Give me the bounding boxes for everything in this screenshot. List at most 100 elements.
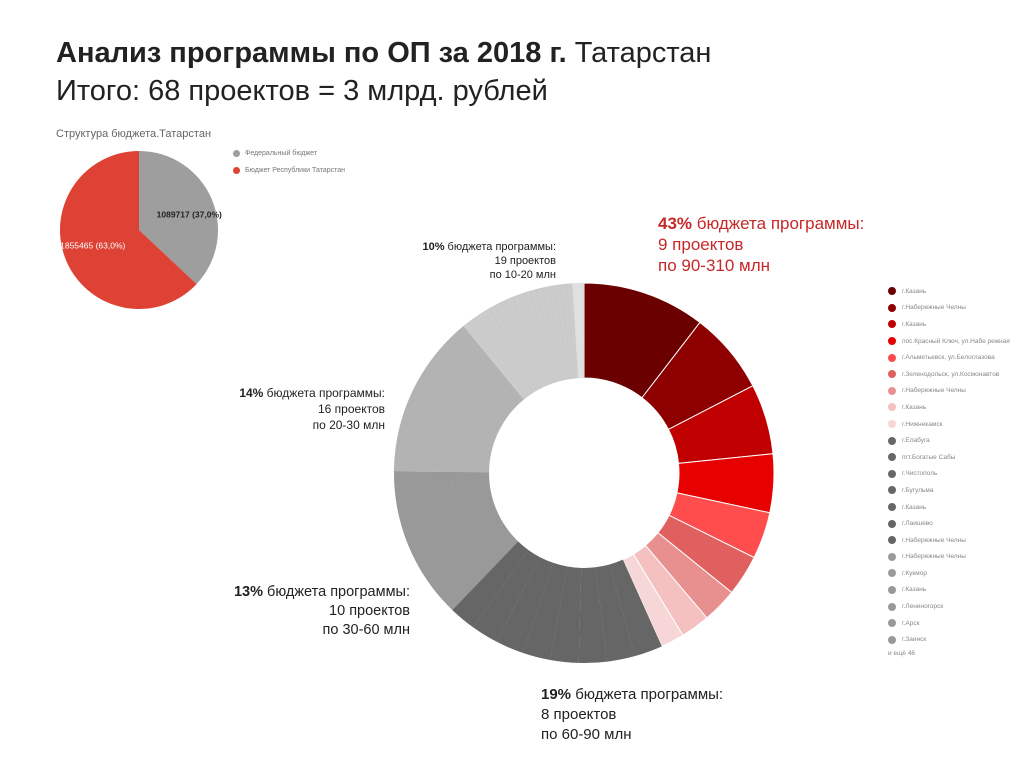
donut-slice — [535, 287, 564, 382]
legend-item: г.Елабуга — [888, 432, 1010, 449]
legend-label: г.Казань — [902, 320, 927, 328]
donut-slice — [396, 429, 492, 458]
donut-slice — [496, 556, 554, 654]
legend-dot-icon — [888, 469, 896, 478]
legend-item: г.Альметьевск, ул.Белоглазова — [888, 349, 1010, 366]
legend-item: г.Нижнекамск — [888, 416, 1010, 433]
legend-dot-icon — [888, 552, 896, 561]
legend-label: г.Кукмор — [902, 569, 927, 577]
legend-label: г.Зеленодольск, ул.Космонавтов — [902, 370, 1000, 378]
donut-slice — [553, 284, 573, 380]
legend-label: г.Казань — [902, 287, 927, 295]
legend-label: г.Альметьевск, ул.Белоглазова — [902, 354, 995, 362]
donut-slice — [407, 390, 499, 438]
donut-slice — [505, 296, 549, 387]
legend-item: г.Арск — [888, 615, 1010, 632]
legend-item: г.Зеленодольск, ул.Космонавтов — [888, 366, 1010, 383]
annotation-10: 10% бюджета программы: 19 проектов по 10-2… — [422, 241, 556, 281]
legend-item: пгт.Богатые Сабы — [888, 449, 1010, 466]
donut-slice — [523, 290, 558, 384]
legend-label: г.Чистополь — [902, 470, 938, 478]
legend-dot-icon — [888, 420, 896, 429]
donut-slice — [441, 535, 519, 611]
legend-item: г.Набережные Челны — [888, 300, 1010, 317]
legend-dot-icon — [888, 585, 896, 594]
donut-legend: г.Казань г.Набережные Челны г.Казань пос.Кр… — [888, 283, 1010, 657]
donut-slice — [403, 502, 497, 548]
legend-label: г.Набережные Челны — [902, 304, 966, 312]
donut-slice — [440, 339, 517, 411]
legend-label: г.Нижнекамск — [902, 420, 943, 428]
legend-dot-icon — [233, 150, 240, 157]
legend-item: г.Казань — [888, 316, 1010, 333]
donut-slice — [541, 286, 567, 381]
legend-dot-icon — [888, 536, 896, 545]
legend-label: г.Заинск — [902, 636, 927, 644]
legend-dot-icon — [888, 503, 896, 512]
legend-dot-icon — [888, 519, 896, 528]
donut-slice — [547, 285, 570, 381]
legend-label: г.Набережные Челны — [902, 553, 966, 561]
annotation-14: 14% бюджета программы: 16 проектов по 20-3… — [239, 386, 385, 432]
donut-slice — [478, 311, 535, 395]
pie-data-label: 1855465 (63,0%) — [60, 241, 125, 251]
donut-slice — [499, 299, 546, 389]
donut-slice — [433, 347, 513, 415]
donut-slice — [422, 523, 509, 588]
small-chart-title: Структура бюджета.Татарстан — [56, 128, 212, 140]
legend-dot-icon — [233, 167, 240, 174]
legend-item: Бюджет Республики Татарстан — [233, 167, 345, 174]
legend-dot-icon — [888, 635, 896, 644]
donut-slice — [408, 509, 501, 562]
legend-item: пос.Красный Ключ, ул.Набе режная — [888, 333, 1010, 350]
donut-slice — [522, 562, 568, 661]
legend-more[interactable]: и ещё 46 — [888, 650, 916, 658]
legend-label: г.Казань — [902, 503, 927, 511]
donut-slice — [571, 282, 585, 379]
legend-item: г.Набережные Челны — [888, 383, 1010, 400]
donut-slice — [394, 440, 491, 463]
legend-dot-icon — [888, 403, 896, 412]
legend-label: г.Казань — [902, 403, 927, 411]
legend-item: г.Набережные Челны — [888, 549, 1010, 566]
legend-item: г.Бугульма — [888, 482, 1010, 499]
legend-item: Федеральный бюджет — [233, 150, 317, 157]
legend-item: г.Лаишево — [888, 515, 1010, 532]
legend-item: г.Казань — [888, 283, 1010, 300]
donut-slice — [416, 372, 504, 428]
legend-item: г.Набережные Челны — [888, 532, 1010, 549]
legend-dot-icon — [888, 619, 896, 628]
donut-slice — [511, 294, 552, 386]
title-bold: Анализ программы по ОП за 2018 г. — [56, 37, 567, 69]
legend-dot-icon — [888, 337, 896, 346]
legend-label: Бюджет Республики Татарстан — [245, 167, 345, 174]
legend-item: г.Казань — [888, 582, 1010, 599]
donut-slice — [404, 400, 497, 443]
annotation-red: 43% бюджета программы: 9 проектов по 90-31… — [658, 214, 865, 275]
pie-slice — [139, 151, 219, 285]
donut-slice — [401, 409, 495, 447]
title-region: Татарстан — [566, 37, 712, 69]
donut-slice — [472, 314, 532, 397]
legend-label: пгт.Богатые Сабы — [902, 453, 956, 461]
legend-dot-icon — [888, 287, 896, 296]
donut-slice — [422, 363, 507, 424]
donut-slice — [578, 566, 608, 664]
legend-label: г.Набережные Челны — [902, 536, 966, 544]
donut-slice — [451, 541, 530, 628]
legend-label: пос.Красный Ключ, ул.Набе режная — [902, 337, 1010, 345]
legend-label: г.Лениногорск — [902, 603, 944, 611]
legend-dot-icon — [888, 353, 896, 362]
legend-dot-icon — [888, 303, 896, 312]
pie-slice — [60, 151, 197, 309]
pie-data-label: 1089717 (37,0%) — [157, 209, 222, 219]
legend-label: г.Арск — [902, 619, 920, 627]
legend-dot-icon — [888, 436, 896, 445]
legend-item: г.Казань — [888, 499, 1010, 516]
donut-slice — [566, 283, 579, 379]
donut-slice — [398, 494, 495, 533]
legend-dot-icon — [888, 320, 896, 329]
donut-slice — [462, 321, 527, 401]
legend-item: г.Заинск — [888, 631, 1010, 648]
